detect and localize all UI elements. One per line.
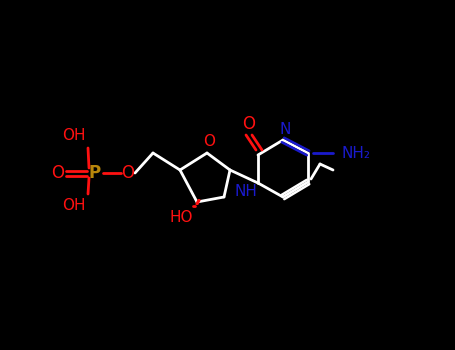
Text: O: O <box>51 164 65 182</box>
Text: NH₂: NH₂ <box>342 146 370 161</box>
Text: NH: NH <box>235 183 258 198</box>
Text: OH: OH <box>62 198 86 214</box>
Text: HO: HO <box>169 210 193 225</box>
Text: N: N <box>279 122 291 138</box>
Text: P: P <box>89 164 101 182</box>
Text: O: O <box>203 133 215 148</box>
Text: O: O <box>243 115 256 133</box>
Text: OH: OH <box>62 128 86 143</box>
Text: O: O <box>121 164 135 182</box>
